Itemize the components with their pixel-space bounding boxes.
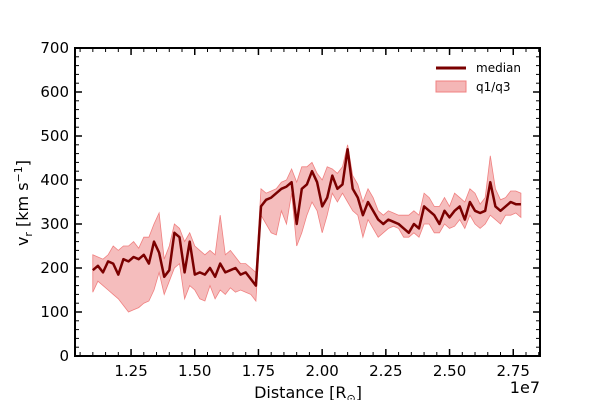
quartile-band: [92, 144, 522, 313]
legend-band-label: q1/q3: [476, 80, 511, 94]
x-axis-label-prefix: Distance [R: [254, 383, 346, 400]
x-offset-label: 1e7: [510, 378, 540, 397]
y-axis-label-superscript: −1: [12, 166, 25, 182]
y-tick-label: 300: [40, 215, 69, 233]
y-axis-label-close: ]: [13, 160, 32, 166]
y-tick-label: 600: [40, 83, 69, 101]
median-line-layer: [91, 147, 521, 287]
y-axis-label-unit: [km s: [13, 182, 32, 232]
legend-median-label: median: [476, 61, 521, 75]
quartile-band-layer: [92, 144, 522, 313]
y-tick-label: 0: [59, 347, 69, 365]
x-tick-label: 2.75: [497, 362, 530, 380]
x-tick-label: 2.50: [433, 362, 466, 380]
y-tick-label: 500: [40, 127, 69, 145]
legend: median q1/q3: [435, 61, 521, 94]
x-axis-label: Distance [R⊙]: [254, 383, 362, 400]
legend-band-swatch: [435, 80, 467, 93]
x-tick-label: 1.50: [178, 362, 211, 380]
x-tick-label: 1.75: [242, 362, 275, 380]
y-axis-label: vr [km s−1]: [12, 160, 35, 246]
x-tick-label: 2.00: [305, 362, 338, 380]
y-tick-label: 200: [40, 259, 69, 277]
y-axis-label-main: v: [13, 237, 32, 246]
plot-area: [91, 144, 522, 313]
median-line: [91, 147, 521, 287]
y-tick-label: 700: [40, 39, 69, 57]
y-axis-label-subscript: r: [22, 232, 35, 237]
x-tick-label: 2.25: [369, 362, 402, 380]
x-axis-label-suffix: ]: [356, 383, 362, 400]
y-tick-label: 400: [40, 171, 69, 189]
y-tick-label: 100: [40, 303, 69, 321]
x-axis-label-subscript: ⊙: [346, 392, 355, 400]
axes-frame: [74, 47, 541, 357]
x-tick-label: 1.25: [114, 362, 147, 380]
